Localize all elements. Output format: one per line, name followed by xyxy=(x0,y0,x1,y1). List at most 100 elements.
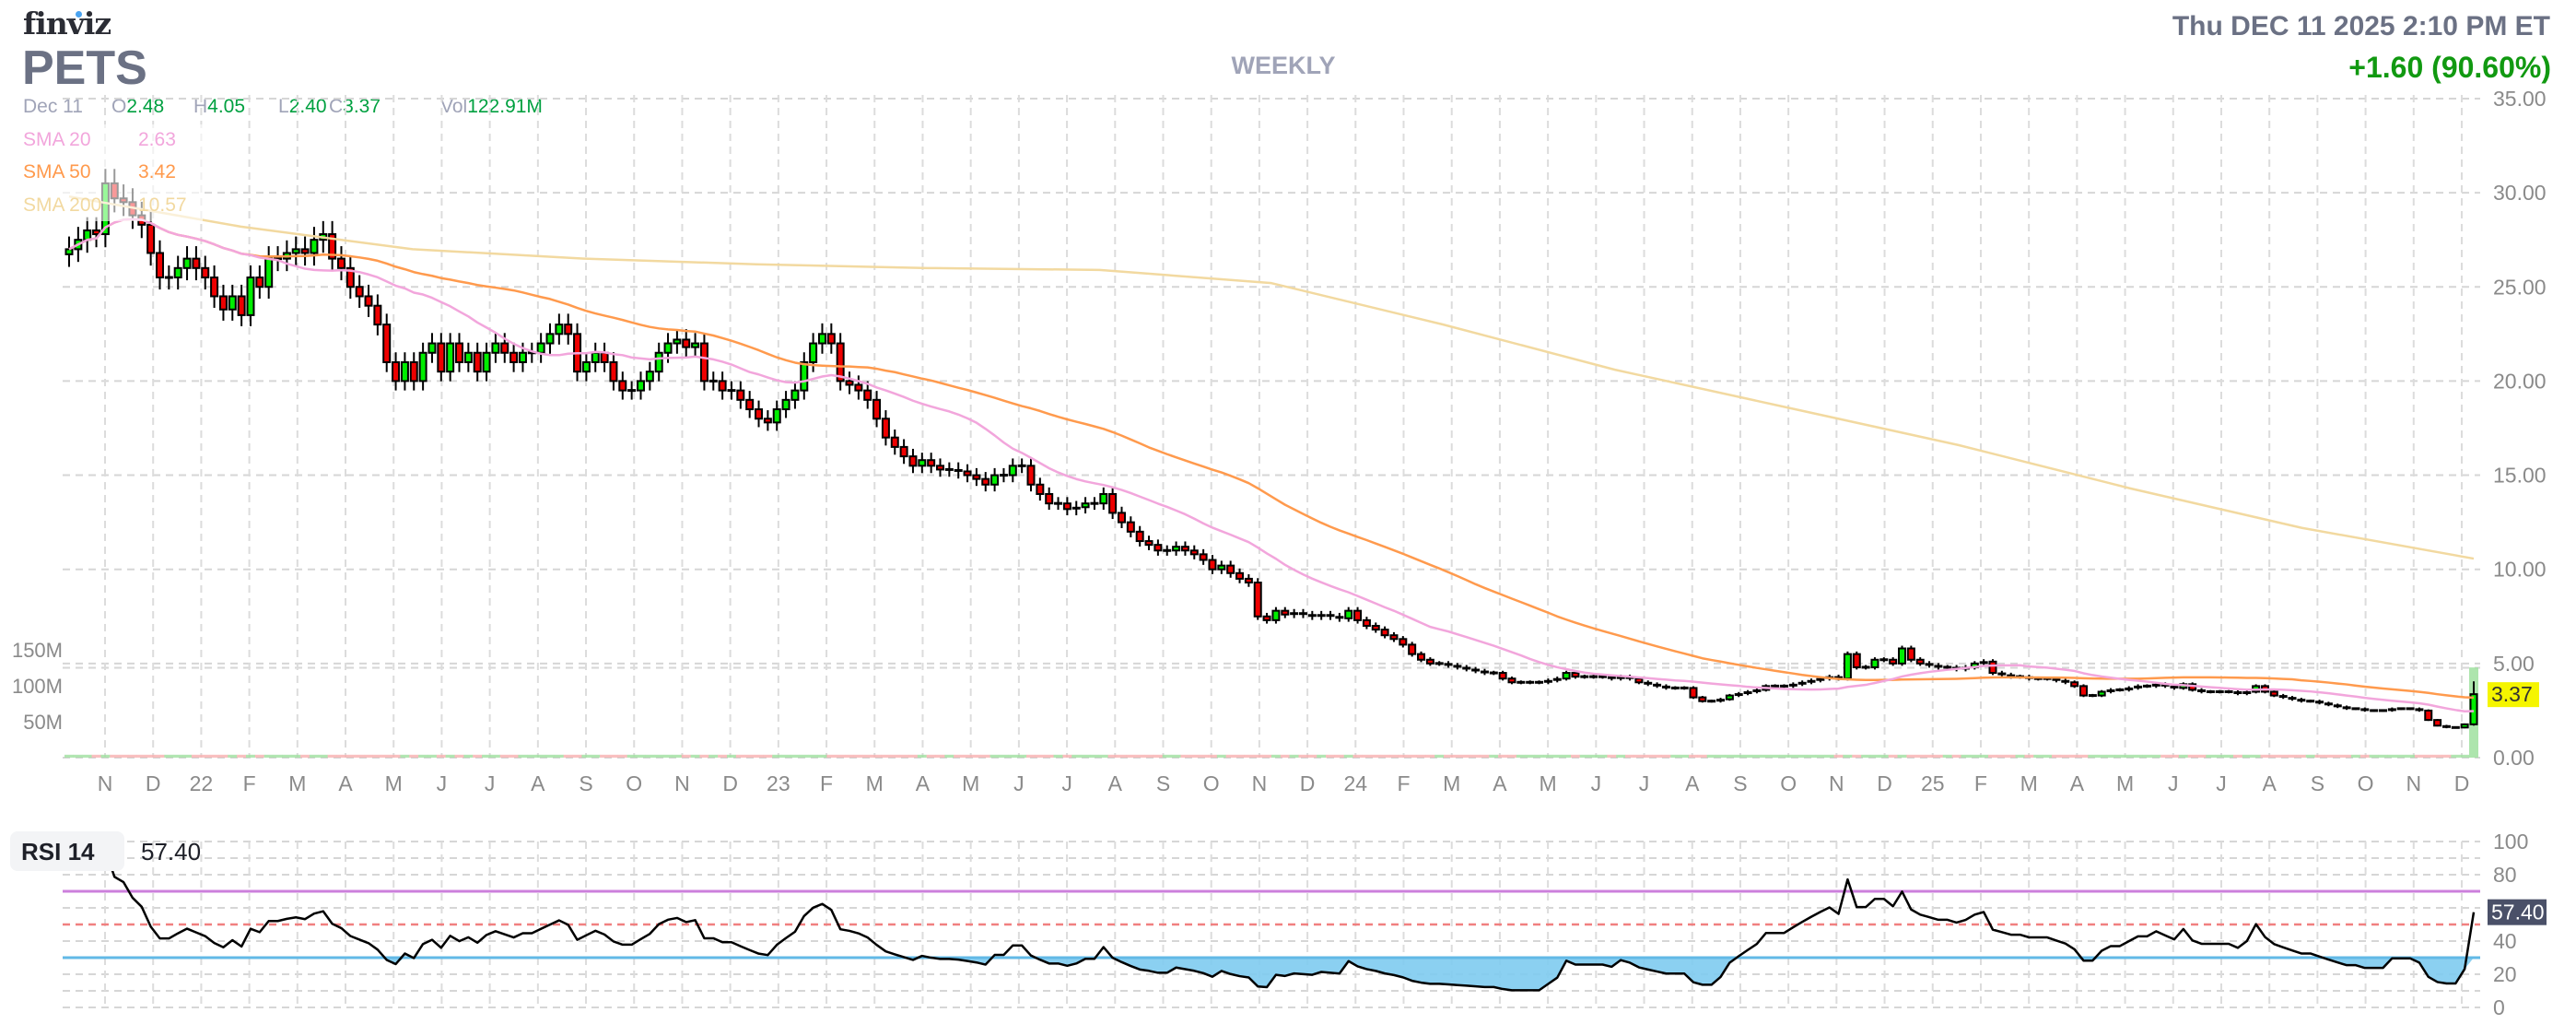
volume-bar xyxy=(2114,754,2125,758)
candle xyxy=(854,375,863,400)
candle xyxy=(1526,680,1535,685)
candle xyxy=(1925,661,1934,668)
rsi-tick-label: 100 xyxy=(2493,830,2528,854)
volume-bar xyxy=(1970,754,1980,758)
volume-bar xyxy=(1117,754,1127,758)
x-tick-label: S xyxy=(2311,771,2324,795)
volume-bar xyxy=(1807,754,1817,758)
candle xyxy=(682,329,691,358)
volume-bar xyxy=(636,754,646,758)
volume-bar xyxy=(999,754,1009,758)
candle-body xyxy=(173,266,182,279)
volume-bar xyxy=(173,754,183,758)
candle xyxy=(1117,506,1126,529)
volume-bar xyxy=(1180,754,1190,758)
candle xyxy=(1153,539,1163,556)
candle xyxy=(954,462,963,479)
candle-body xyxy=(699,342,708,383)
candle-body xyxy=(518,351,527,363)
candle xyxy=(872,391,882,428)
candle xyxy=(355,275,364,308)
candle xyxy=(437,333,446,382)
volume-bar xyxy=(1951,754,1961,758)
volume-bar xyxy=(2251,754,2261,758)
candle-body xyxy=(400,360,409,383)
candle-body xyxy=(1689,687,1698,699)
volume-bar xyxy=(1607,754,1617,758)
volume-bar xyxy=(1988,754,1997,758)
volume-bar xyxy=(1126,754,1136,758)
volume-bar xyxy=(1570,754,1580,758)
volume-bar xyxy=(1253,754,1263,758)
volume-bar xyxy=(1326,754,1336,758)
candle-body xyxy=(536,342,545,354)
volume-bar xyxy=(591,754,601,758)
candle xyxy=(1580,674,1589,679)
candle xyxy=(291,236,300,266)
candle-body xyxy=(427,342,437,354)
candle xyxy=(1026,458,1036,492)
candle xyxy=(826,323,836,354)
candle xyxy=(2324,701,2333,707)
volume-bar xyxy=(1153,754,1163,758)
candle xyxy=(1471,666,1481,674)
x-tick-label: J xyxy=(2216,771,2227,795)
volume-bar xyxy=(2015,754,2025,758)
candle-body xyxy=(817,333,826,345)
candle xyxy=(691,333,700,358)
candle-body xyxy=(328,233,337,260)
finviz-logo[interactable]: finviz xyxy=(23,6,111,41)
candle-body xyxy=(92,229,101,236)
volume-bar xyxy=(853,754,863,758)
x-tick-label: M xyxy=(2020,771,2038,795)
x-tick-label: A xyxy=(338,771,353,795)
candle xyxy=(1090,497,1099,511)
price-tick-label: 20.00 xyxy=(2493,369,2547,393)
candle xyxy=(2415,707,2424,712)
volume-bar xyxy=(2296,754,2306,758)
candle-body xyxy=(1889,658,1898,665)
candle-body xyxy=(182,257,192,269)
logo-text: finviz xyxy=(23,6,111,41)
volume-bar xyxy=(1098,754,1108,758)
volume-bar xyxy=(1715,754,1726,758)
candle xyxy=(1017,458,1026,474)
volume-bar xyxy=(1035,754,1045,758)
volume-bar xyxy=(291,754,301,758)
volume-bar xyxy=(1833,754,1844,758)
volume-bar xyxy=(1543,754,1553,758)
volume-bar xyxy=(381,754,392,758)
close-label: C xyxy=(329,96,344,117)
candle-body xyxy=(1081,502,1090,509)
volume-bar xyxy=(1307,754,1317,758)
x-tick-label: 23 xyxy=(767,771,790,795)
candle xyxy=(817,323,826,354)
candle xyxy=(1680,686,1689,690)
candle-body xyxy=(908,455,918,467)
x-tick-label: M xyxy=(385,771,403,795)
volume-bar xyxy=(136,754,146,758)
candle-body xyxy=(545,333,555,345)
candle xyxy=(392,352,401,391)
volume-bar xyxy=(971,754,981,758)
volume-bar xyxy=(1407,754,1417,758)
candle xyxy=(1399,636,1408,648)
candle xyxy=(718,371,727,400)
volume-bar xyxy=(1643,754,1653,758)
volume-bar xyxy=(2423,754,2433,758)
x-tick-label: D xyxy=(722,771,738,795)
candle-body xyxy=(673,338,682,345)
candle-body xyxy=(1099,492,1108,505)
candle-body xyxy=(581,360,591,373)
rsi-indicator-label[interactable] xyxy=(10,831,124,871)
candle-body xyxy=(1199,553,1208,561)
candle xyxy=(1807,678,1816,685)
candle xyxy=(1644,680,1653,687)
candle xyxy=(564,313,573,345)
volume-bar xyxy=(2369,754,2379,758)
candle-body xyxy=(382,324,392,363)
candle-body xyxy=(836,342,845,383)
candle xyxy=(1045,487,1054,511)
volume-bar xyxy=(2406,754,2416,758)
